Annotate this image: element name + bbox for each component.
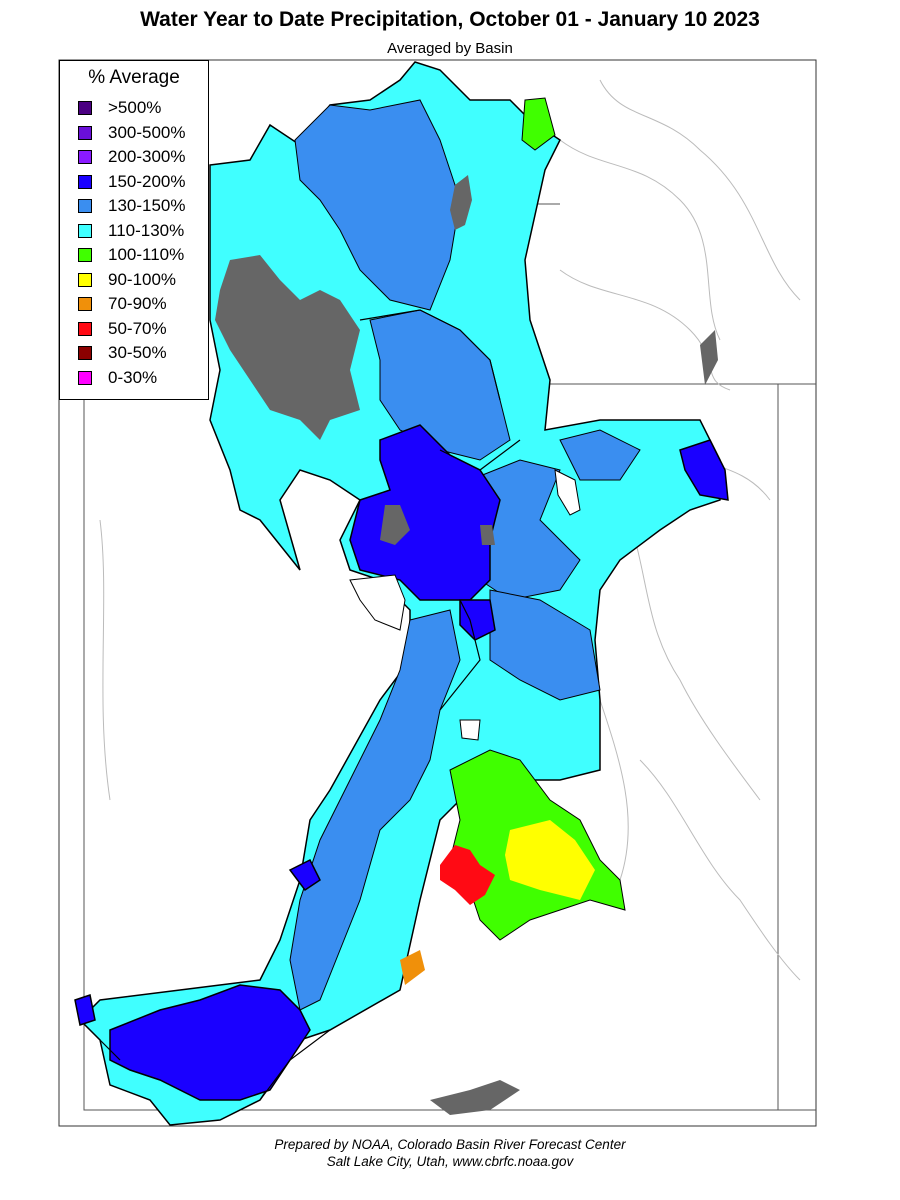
legend-item: 90-100% xyxy=(60,268,208,293)
legend-swatch xyxy=(78,370,92,385)
legend-item: 100-110% xyxy=(60,243,208,268)
legend-item: 130-150% xyxy=(60,194,208,219)
legend-swatch xyxy=(78,272,92,287)
legend-swatch xyxy=(78,125,92,140)
legend-label: 30-50% xyxy=(108,343,167,363)
legend-label: 100-110% xyxy=(108,245,185,265)
white-areas xyxy=(349,469,581,741)
legend-item: 110-130% xyxy=(60,219,208,244)
map-frame xyxy=(58,59,817,1127)
legend-label: 0-30% xyxy=(108,367,158,387)
legend-swatch xyxy=(78,346,92,361)
credit-line-2: Salt Lake City, Utah, www.cbrfc.noaa.gov xyxy=(326,1154,574,1169)
legend-label: 200-300% xyxy=(108,147,186,167)
legend-item: 50-70% xyxy=(60,317,208,342)
legend-label: 90-100% xyxy=(108,269,177,289)
legend-label: 300-500% xyxy=(108,122,186,142)
legend-swatch xyxy=(78,297,92,312)
legend-item: 30-50% xyxy=(60,341,208,366)
legend-swatch xyxy=(78,321,92,336)
credit: Prepared by NOAA, Colorado Basin River F… xyxy=(0,1136,900,1170)
legend-swatch xyxy=(78,223,92,238)
basin-outlines xyxy=(99,309,521,1101)
legend-item: >500% xyxy=(60,96,208,121)
credit-line-1: Prepared by NOAA, Colorado Basin River F… xyxy=(274,1137,626,1152)
no-data-areas xyxy=(215,175,718,1115)
river-network xyxy=(99,79,801,981)
legend: % Average >500% 300-500% 200-300% 150-200% 1… xyxy=(59,60,209,400)
region-130-150 xyxy=(289,99,641,1011)
map-title: Water Year to Date Precipitation, Octobe… xyxy=(140,8,760,31)
legend-swatch xyxy=(78,101,92,116)
legend-item: 150-200% xyxy=(60,170,208,195)
legend-title: % Average xyxy=(88,67,180,88)
region-70-90 xyxy=(400,950,425,985)
legend-label: 150-200% xyxy=(108,171,186,191)
legend-label: >500% xyxy=(108,98,162,118)
region-90-100 xyxy=(505,820,595,900)
legend-item: 0-30% xyxy=(60,366,208,391)
legend-label: 110-130% xyxy=(108,220,185,240)
region-150-200 xyxy=(74,424,729,1101)
legend-item: 70-90% xyxy=(60,292,208,317)
legend-swatch xyxy=(78,199,92,214)
legend-swatch xyxy=(78,174,92,189)
region-50-70 xyxy=(440,845,495,905)
legend-label: 70-90% xyxy=(108,294,167,314)
legend-label: 50-70% xyxy=(108,318,167,338)
legend-swatch xyxy=(78,150,92,165)
map-subtitle: Averaged by Basin xyxy=(387,40,513,57)
legend-swatch xyxy=(78,248,92,263)
legend-item: 300-500% xyxy=(60,121,208,146)
legend-item: 200-300% xyxy=(60,145,208,170)
legend-label: 130-150% xyxy=(108,196,186,216)
